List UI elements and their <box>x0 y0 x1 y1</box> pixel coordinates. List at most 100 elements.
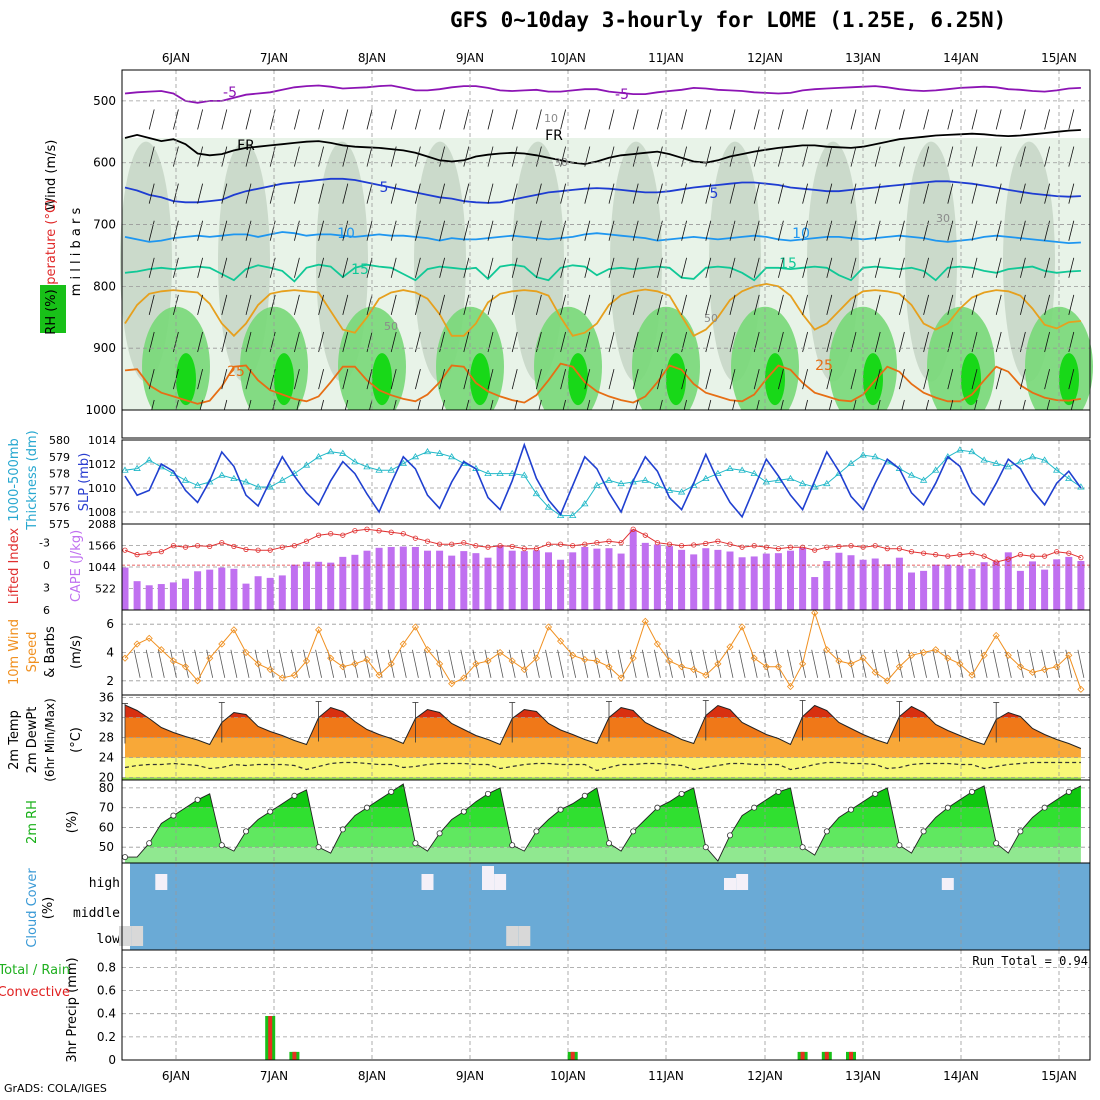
wind-barb <box>681 294 687 316</box>
rh-contour-label: 30 <box>936 212 950 225</box>
li-point <box>473 543 479 549</box>
cape-bar <box>375 547 383 610</box>
li-point <box>606 538 612 544</box>
li-point <box>860 544 866 550</box>
cape-bar <box>266 577 274 610</box>
surface-wind-barb <box>750 649 758 678</box>
rh-point <box>799 844 806 851</box>
precip-tick-0.2: 0.2 <box>97 1030 116 1044</box>
cape-bar <box>339 556 347 610</box>
wind-tick-6: 6 <box>106 617 114 631</box>
temp-tick-20: 20 <box>99 771 114 785</box>
thickness-point <box>544 503 553 510</box>
wind-barb <box>947 109 954 130</box>
cape-bar <box>605 548 613 610</box>
li-point <box>436 541 443 547</box>
ylabel-thickness-range: 1000-500mb <box>7 438 22 522</box>
temp-tick-36: 36 <box>99 691 114 705</box>
wind-barb <box>245 294 252 316</box>
surface-wind-barb <box>992 649 1000 678</box>
wind-barb <box>657 257 663 278</box>
surface-wind-barb <box>194 649 201 678</box>
wind-barb <box>148 109 155 130</box>
wind-barb <box>923 294 929 316</box>
li-point <box>170 543 176 549</box>
wind-speed-point <box>315 626 323 634</box>
wind-barb <box>947 220 954 241</box>
ylabel-slp: SLP (mb) <box>77 453 92 512</box>
thickness-point <box>677 488 686 495</box>
li-point <box>582 541 588 547</box>
li-point <box>630 526 636 532</box>
rh-point <box>872 790 879 797</box>
thickness-point <box>302 461 311 468</box>
wind-barb <box>463 183 470 204</box>
li-tick--3: -3 <box>39 537 50 550</box>
wind-barb <box>511 331 518 353</box>
cape-bar <box>569 552 577 610</box>
thickness-point <box>411 453 420 460</box>
surface-wind-barb <box>218 649 226 678</box>
wind-speed-point <box>762 663 770 671</box>
wind-barb <box>148 331 155 353</box>
thickness-point <box>1052 466 1061 473</box>
thickness-point <box>266 483 274 490</box>
wind-speed-point <box>290 671 298 679</box>
chart-title: GFS 0~10day 3-hourly for LOME (1.25E, 6.… <box>450 8 1007 32</box>
wind-barb <box>1044 331 1050 353</box>
wind-barb <box>778 146 784 167</box>
wind-barb <box>560 183 566 204</box>
ylabel-temperature: Temperature (°C) <box>44 199 59 312</box>
precip-tick-0.8: 0.8 <box>97 960 116 974</box>
thickness-point <box>145 456 153 463</box>
cape-bar <box>532 550 540 610</box>
wind-barb <box>173 183 179 204</box>
isotherm-label-FR: FR <box>237 138 255 154</box>
wind-barb <box>1020 368 1026 390</box>
wind-barb <box>221 294 228 316</box>
cloud-bar-low <box>506 926 519 946</box>
wind-speed-point <box>411 623 419 631</box>
wind-barb <box>923 183 929 204</box>
cape-bar <box>194 571 202 610</box>
rh-point <box>606 840 613 847</box>
surface-wind-barb <box>823 649 831 678</box>
surface-wind-barb <box>460 649 468 678</box>
wind-barb <box>1068 294 1075 316</box>
rh-point <box>993 840 1000 847</box>
wind-barb <box>245 257 252 278</box>
surface-wind-barb <box>157 649 165 678</box>
surface-wind-barb <box>1041 649 1048 678</box>
credit-text: GrADS: COLA/IGES <box>4 1082 107 1095</box>
thickness-point <box>556 511 565 518</box>
cloud-bar-low <box>131 926 144 946</box>
wind-barb <box>632 109 639 130</box>
dewpoint-line <box>124 761 1081 772</box>
rh-point <box>727 832 734 839</box>
wind-barb <box>439 294 445 316</box>
wind-barb <box>390 294 397 316</box>
wind-speed-point <box>484 657 492 665</box>
rh-point <box>969 788 976 795</box>
li-point <box>352 528 358 534</box>
wind-speed-point <box>508 657 516 665</box>
day-label-bottom-9JAN: 9JAN <box>456 1069 484 1083</box>
thickness-point <box>351 458 359 465</box>
wind-barb <box>487 220 494 241</box>
wind-speed-point <box>702 671 710 679</box>
wind-barb <box>342 146 349 167</box>
pressure-tick-700: 700 <box>93 218 116 232</box>
ylabel-wind: Wind (m/s) <box>44 140 59 211</box>
wind-barb <box>681 183 687 204</box>
isotherm-label-10: 10 <box>337 226 355 242</box>
wind-speed-point <box>750 654 758 662</box>
thickness-point <box>254 483 262 490</box>
thickness-point <box>798 479 807 487</box>
li-point <box>364 526 370 532</box>
li-point <box>981 553 987 559</box>
cape-bar <box>738 557 746 610</box>
rh-line <box>125 783 1082 862</box>
wind-barb <box>632 146 639 167</box>
precip-legend-total: Total / Rain <box>0 963 70 978</box>
thickness-point <box>1004 463 1013 470</box>
